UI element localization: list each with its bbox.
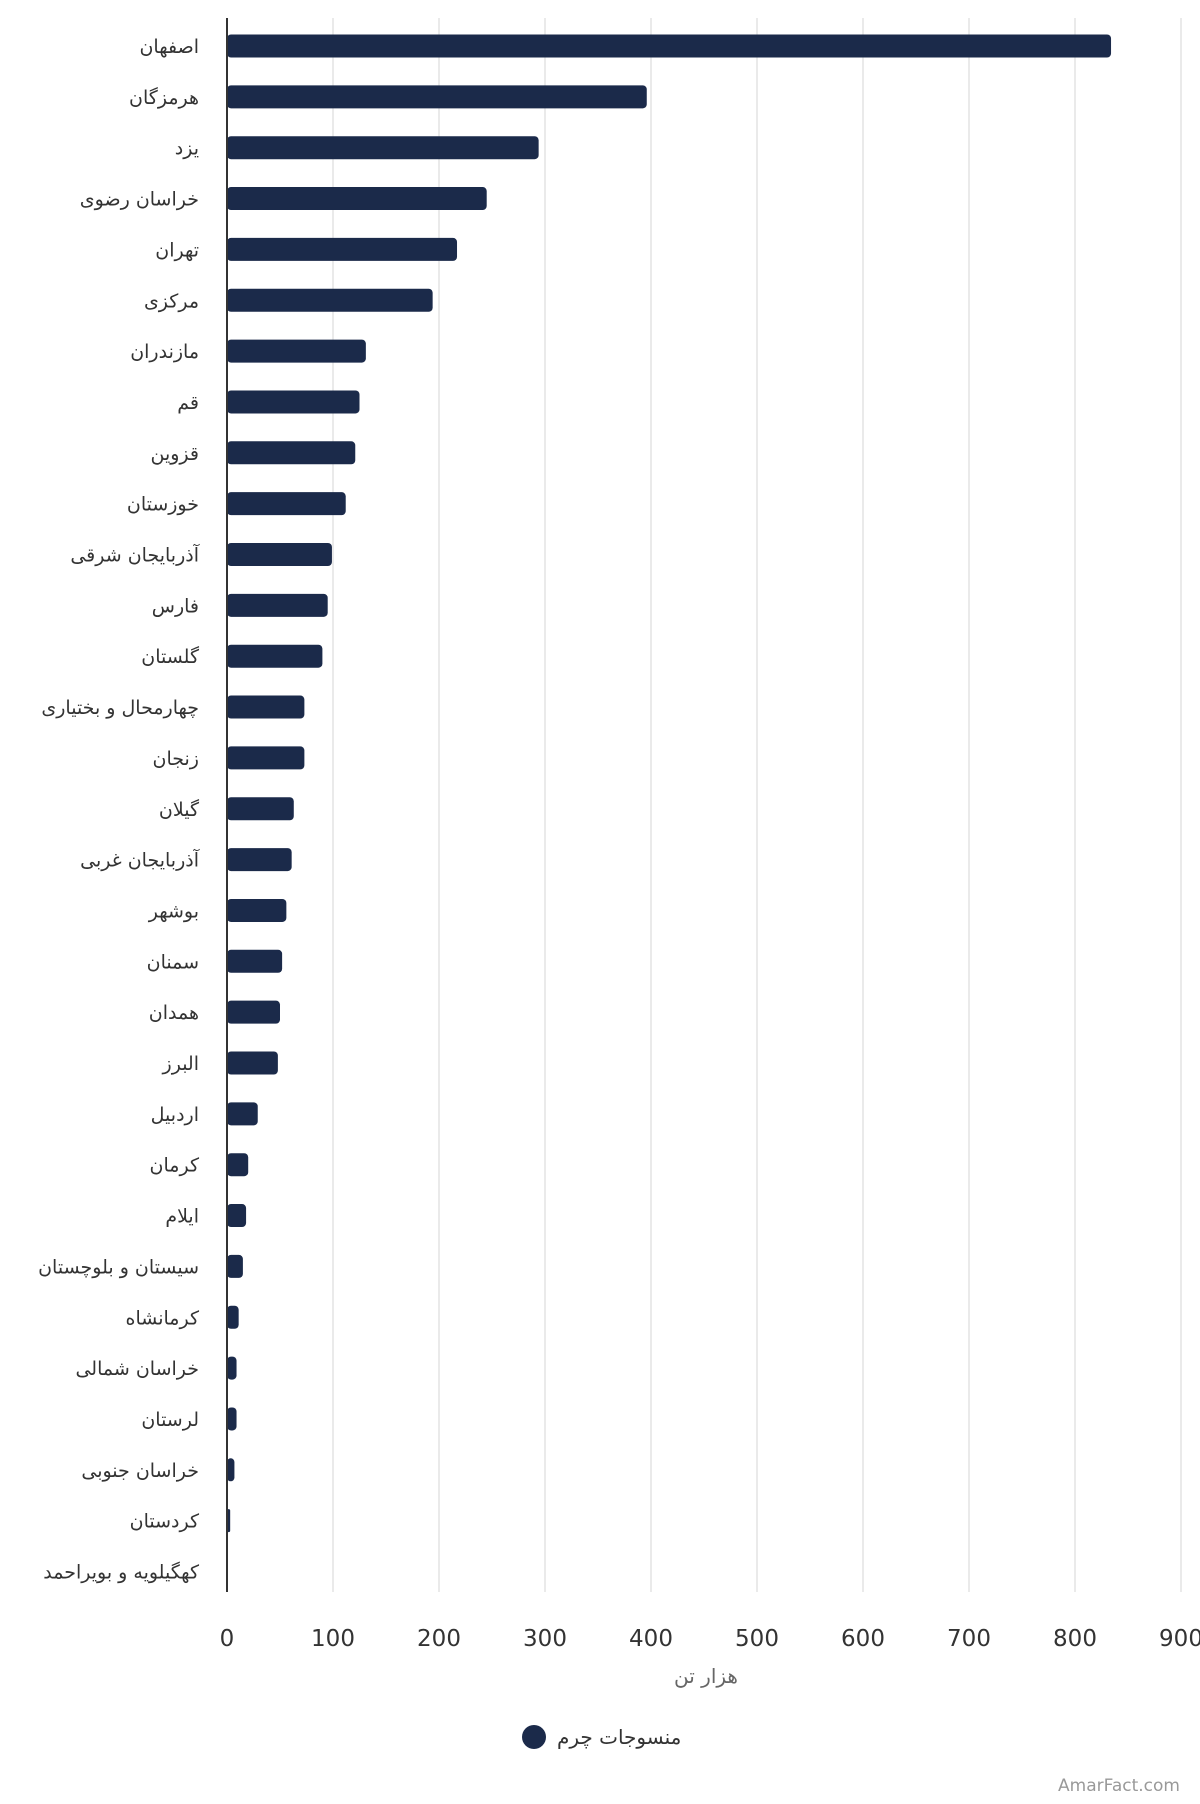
category-label-16: آذربایجان غربی [80, 848, 200, 872]
bar-4[interactable] [227, 237, 458, 261]
category-label-12: گلستان [141, 645, 200, 668]
category-label-28: خراسان جنوبی [81, 1460, 199, 1482]
x-tick-label-500: 500 [735, 1626, 779, 1652]
category-label-4: تهران [155, 239, 199, 261]
category-label-1: هرمزگان [129, 86, 199, 109]
category-label-5: مرکزی [144, 290, 199, 312]
x-tick-label-800: 800 [1053, 1626, 1097, 1652]
bar-28[interactable] [227, 1458, 235, 1482]
bar-15[interactable] [227, 797, 294, 821]
category-label-6: مازندران [130, 341, 199, 363]
category-label-13: چهارمحال و بختیاری [41, 697, 199, 719]
category-label-9: خوزستان [127, 494, 199, 516]
credit-text[interactable]: AmarFact.com [1058, 1776, 1180, 1796]
bar-1[interactable] [227, 85, 647, 109]
bar-2[interactable] [227, 136, 539, 160]
category-label-8: قزوین [151, 443, 200, 465]
bar-20[interactable] [227, 1051, 278, 1075]
bar-18[interactable] [227, 949, 283, 973]
category-label-29: کردستان [130, 1511, 200, 1533]
category-label-10: آذربایجان شرقی [70, 543, 199, 567]
bar-22[interactable] [227, 1153, 249, 1177]
bar-3[interactable] [227, 187, 487, 211]
bar-14[interactable] [227, 746, 305, 770]
bar-19[interactable] [227, 1000, 280, 1024]
category-label-15: گیلان [159, 798, 200, 821]
category-label-27: لرستان [141, 1409, 199, 1431]
category-label-24: سیستان و بلوچستان [38, 1256, 199, 1278]
bar-13[interactable] [227, 695, 305, 719]
category-label-11: فارس [152, 595, 199, 617]
bar-26[interactable] [227, 1356, 237, 1380]
bar-24[interactable] [227, 1254, 243, 1278]
category-label-7: قم [177, 392, 199, 414]
legend-marker [522, 1725, 546, 1749]
bar-7[interactable] [227, 390, 360, 414]
bar-25[interactable] [227, 1305, 239, 1329]
category-label-18: سمنان [147, 951, 199, 973]
bar-5[interactable] [227, 288, 433, 312]
x-tick-label-100: 100 [311, 1626, 355, 1652]
category-label-2: یزد [175, 138, 199, 160]
category-label-25: کرمانشاه [126, 1307, 200, 1329]
gridlines [332, 18, 1182, 1592]
bar-17[interactable] [227, 898, 287, 922]
legend[interactable]: منسوجات چرم [522, 1725, 681, 1749]
bar-8[interactable] [227, 441, 356, 465]
bar-12[interactable] [227, 644, 323, 668]
category-label-30: کهگیلویه و بویراحمد [43, 1561, 200, 1584]
bar-6[interactable] [227, 339, 366, 363]
legend-label: منسوجات چرم [557, 1725, 681, 1749]
bar-10[interactable] [227, 543, 332, 566]
bar-0[interactable] [227, 34, 1112, 58]
category-label-3: خراسان رضوی [80, 189, 199, 211]
x-tick-label-900: 900 [1159, 1626, 1200, 1652]
category-label-19: همدان [149, 1002, 199, 1024]
x-tick-label-200: 200 [417, 1626, 461, 1652]
category-labels: اصفهان هرمزگان یزد خراسان رضوی تهران مرکزی ماز… [38, 36, 200, 1584]
category-label-21: اردبیل [151, 1104, 199, 1126]
x-axis-tick-labels: 0 100 200 300 400 500 600 700 800 900 [220, 1626, 1200, 1652]
bar-9[interactable] [227, 492, 346, 516]
x-axis-title: هزار تن [674, 1664, 738, 1688]
category-label-0: اصفهان [139, 36, 199, 58]
category-label-20: البرز [162, 1053, 199, 1075]
category-label-23: ایلام [165, 1206, 199, 1228]
category-label-26: خراسان شمالی [75, 1358, 199, 1380]
x-tick-label-0: 0 [220, 1626, 235, 1652]
bar-11[interactable] [227, 593, 328, 617]
category-label-17: بوشهر [148, 900, 199, 922]
x-tick-label-400: 400 [629, 1626, 673, 1652]
x-tick-label-600: 600 [841, 1626, 885, 1652]
category-label-14: زنجان [153, 748, 199, 770]
category-label-22: کرمان [150, 1155, 200, 1177]
bars [227, 34, 1112, 1533]
bar-23[interactable] [227, 1204, 247, 1228]
x-tick-label-700: 700 [947, 1626, 991, 1652]
bar-27[interactable] [227, 1407, 237, 1431]
bar-16[interactable] [227, 848, 292, 872]
bar-21[interactable] [227, 1102, 258, 1126]
x-tick-label-300: 300 [523, 1626, 567, 1652]
